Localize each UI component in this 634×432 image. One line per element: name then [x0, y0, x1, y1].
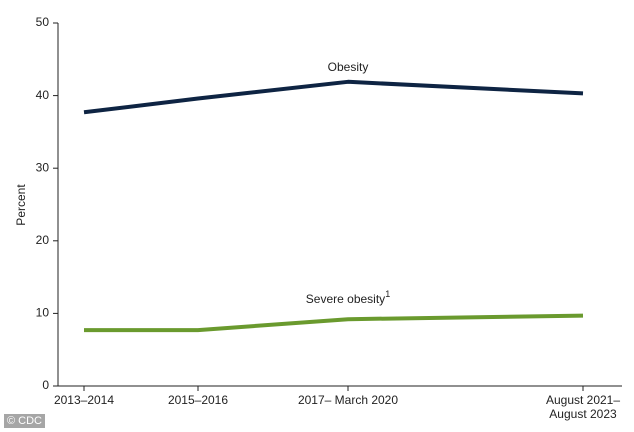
- y-tick-label: 0: [42, 378, 49, 392]
- y-tick-label: 20: [36, 233, 50, 247]
- y-tick-label: 30: [36, 160, 50, 174]
- x-tick-label: 2015–2016: [167, 393, 229, 407]
- line: [84, 313, 584, 333]
- x-tick-label: August 2021– August 2023: [545, 393, 621, 421]
- footnote-marker: 1: [385, 289, 390, 299]
- x-tick-label: 2017– March 2020: [297, 393, 399, 407]
- series-label: Severe obesity1: [306, 289, 390, 306]
- x-tick-label: 2013–2014: [53, 393, 115, 407]
- line: [83, 79, 584, 115]
- credit: © CDC: [4, 414, 45, 428]
- series-name: Obesity: [328, 60, 369, 74]
- series-label: Obesity: [328, 60, 369, 74]
- y-tick-label: 40: [36, 88, 50, 102]
- y-axis-label: Percent: [14, 184, 28, 226]
- y-tick-label: 50: [36, 15, 50, 29]
- series-name: Severe obesity: [306, 292, 385, 306]
- y-tick-label: 10: [36, 306, 50, 320]
